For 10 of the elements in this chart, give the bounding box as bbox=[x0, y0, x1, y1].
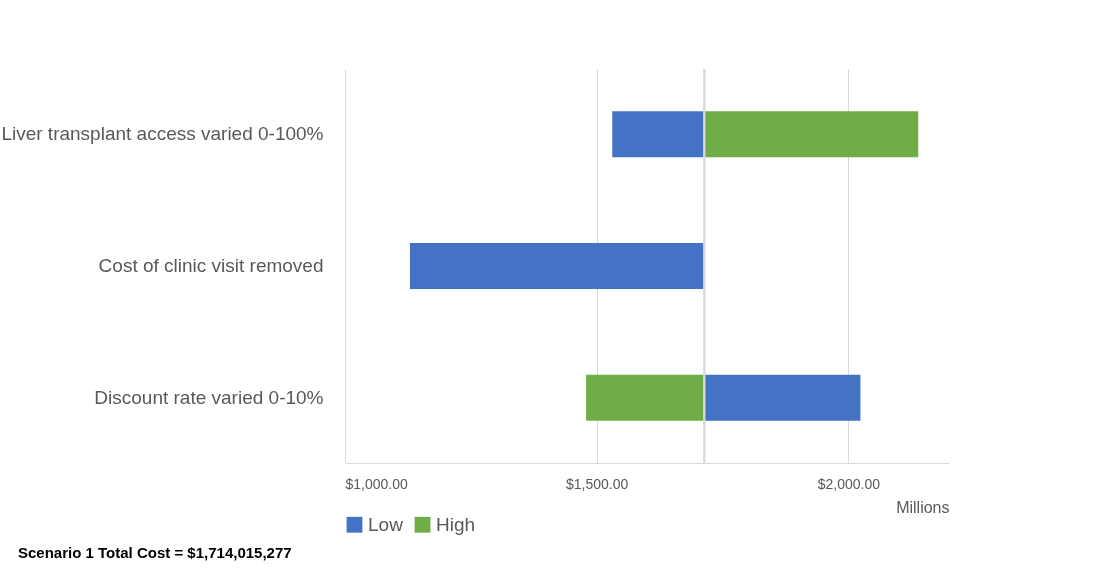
legend-label: Low bbox=[368, 513, 404, 535]
legend-label: High bbox=[436, 513, 476, 535]
y-tick-label: Liver transplant access varied 0-100% bbox=[1, 123, 324, 145]
x-axis-title: Millions bbox=[896, 498, 950, 516]
x-tick-label: $1,500.00 bbox=[566, 475, 629, 492]
x-tick-label: $1,000.00 bbox=[345, 475, 408, 492]
text: Scenario 1 Total Cost = $1,714,015,277 bbox=[18, 544, 292, 561]
x-tick-label: $2,000.00 bbox=[817, 475, 881, 492]
y-tick-label: Cost of clinic visit removed bbox=[98, 255, 324, 276]
y-tick-label: Discount rate varied 0-10% bbox=[94, 386, 324, 408]
